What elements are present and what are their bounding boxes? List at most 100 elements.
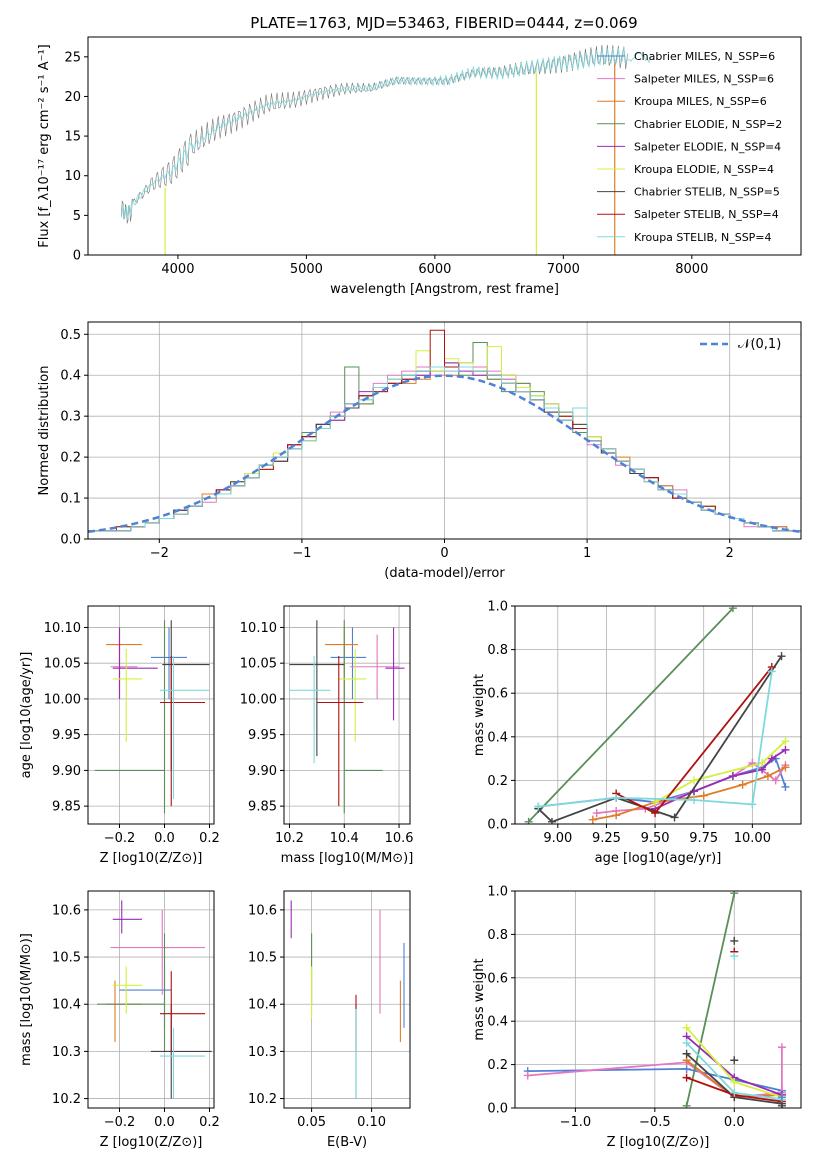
y-axis-label: Normed distribution (37, 366, 52, 496)
weight-point (728, 606, 737, 613)
spectrum-panel: Chabrier MILES, N_SSP=6 Salpeter MILES, N… (37, 36, 802, 297)
weight-point (767, 754, 776, 763)
x-tick-label: 10.4 (330, 831, 359, 846)
weight-point (592, 809, 601, 818)
y-tick-label: 10 (64, 169, 81, 184)
y-tick-label: 9.85 (248, 800, 277, 815)
y-tick-label: 0.6 (487, 687, 508, 702)
weight-point (781, 763, 790, 772)
y-tick-label: 9.95 (52, 728, 81, 743)
weight-series-line (685, 893, 736, 1106)
y-tick-label: 9.90 (52, 764, 81, 779)
x-tick-label: 0.2 (199, 831, 220, 846)
y-axis-label: age [log10(age/yr)] (19, 652, 34, 779)
weight-point (763, 772, 772, 781)
x-tick-label: 9.50 (641, 831, 670, 846)
axes-frame (514, 605, 802, 825)
plot-area (289, 620, 405, 814)
y-tick-label: 10.6 (248, 903, 277, 918)
y-tick-label: 10.2 (52, 1092, 81, 1107)
y-tick-label: 0.5 (60, 328, 81, 343)
y-axis-label: mass weight (472, 958, 487, 1040)
y-tick-label: 25 (64, 50, 81, 65)
weight-point (781, 745, 790, 754)
x-axis-label: (data-model)/error (384, 566, 505, 581)
y-tick-label: 0.4 (487, 1015, 508, 1030)
x-tick-label: −0.2 (104, 831, 136, 846)
y-tick-label: 0.0 (60, 533, 81, 548)
figure-title: PLATE=1763, MJD=53463, FIBERID=0444, z=0… (250, 14, 637, 32)
x-tick-label: 0.2 (199, 1115, 220, 1130)
y-tick-label: 0.4 (60, 369, 81, 384)
y-axis-label: Flux [f_λ10⁻¹⁷ erg cm⁻² s⁻¹ A⁻¹] (37, 44, 52, 248)
age-vs-metallicity-panel: −0.2 0.0 0.2 9.85 9.90 9.95 10.00 10.05 10.10 Z [… (19, 605, 220, 866)
weight-point (730, 1088, 739, 1097)
y-tick-label: 0 (73, 249, 81, 264)
legend-label: Chabrier ELODIE, N_SSP=2 (634, 118, 782, 131)
weight-point (730, 936, 739, 945)
weight-vs-metallicity-panel: −1.0 −0.5 0.0 0.0 0.2 0.4 0.6 0.8 1.0 Z [log10(Z/… (472, 885, 802, 1150)
y-tick-label: 0.2 (487, 774, 508, 789)
plot-area (523, 891, 786, 1108)
y-tick-label: 10.10 (44, 621, 81, 636)
x-tick-label: 10.00 (734, 831, 771, 846)
y-tick-label: 10.6 (52, 903, 81, 918)
x-axis-label: E(B-V) (327, 1135, 367, 1150)
y-tick-label: 0.2 (487, 1058, 508, 1073)
legend-label: 𝒩(0,1) (738, 337, 781, 352)
y-tick-label: 0.0 (487, 1102, 508, 1117)
y-tick-label: 10.3 (248, 1045, 277, 1060)
axes-frame (283, 890, 411, 1109)
y-tick-label: 10.05 (240, 657, 277, 672)
weight-point (651, 809, 660, 818)
legend-label: Chabrier STELIB, N_SSP=5 (634, 186, 780, 199)
legend-label: Kroupa ELODIE, N_SSP=4 (634, 163, 774, 176)
plot-area (88, 329, 801, 534)
y-tick-label: 0.8 (487, 928, 508, 943)
weight-point (730, 952, 739, 961)
age-vs-mass-panel: 10.2 10.4 10.6 9.85 9.90 9.95 10.00 10.05 10.10 m… (240, 605, 414, 866)
weight-point (682, 1049, 691, 1058)
y-axis-label: mass [log10(M/M⊙)] (19, 933, 34, 1066)
weight-point (771, 776, 780, 785)
legend-label: Salpeter ELODIE, N_SSP=4 (634, 140, 781, 153)
x-tick-label: 1 (583, 546, 591, 561)
weight-series-line (654, 749, 786, 810)
x-tick-label: 2 (726, 546, 734, 561)
plot-area (94, 620, 210, 814)
y-tick-label: 15 (64, 130, 81, 145)
legend-label: Salpeter STELIB, N_SSP=4 (634, 208, 779, 221)
weight-point (781, 737, 790, 746)
x-tick-label: −0.2 (104, 1115, 136, 1130)
x-tick-label: −2 (150, 546, 169, 561)
weight-point (670, 813, 679, 822)
legend-label: Chabrier MILES, N_SSP=6 (634, 50, 775, 63)
weight-point (523, 1071, 532, 1080)
y-tick-label: 10.10 (240, 621, 277, 636)
x-axis-label: wavelength [Angstrom, rest frame] (330, 282, 559, 297)
y-tick-label: 10.2 (248, 1092, 277, 1107)
y-tick-label: 20 (64, 90, 81, 105)
plot-area (121, 44, 652, 255)
legend-label: Salpeter MILES, N_SSP=6 (634, 73, 774, 86)
mass-vs-reddening-panel: 0.05 0.10 10.2 10.3 10.4 10.5 10.6 E(B-V) (248, 890, 411, 1150)
y-tick-label: 9.85 (52, 800, 81, 815)
x-tick-label: 10.2 (275, 831, 304, 846)
x-tick-label: 0.10 (357, 1115, 386, 1130)
x-axis-label: mass [log10(M/M⊙)] (281, 851, 414, 866)
y-tick-label: 9.95 (248, 728, 277, 743)
weight-point (738, 780, 747, 789)
x-tick-label: 5000 (290, 262, 323, 277)
x-tick-label: 0.0 (154, 831, 175, 846)
weight-point (730, 1077, 739, 1086)
weight-series-line (654, 740, 787, 803)
x-tick-label: 8000 (675, 262, 708, 277)
histogram-series (88, 329, 801, 532)
y-tick-label: 0.8 (487, 643, 508, 658)
weight-point (547, 817, 556, 824)
x-tick-label: 9.00 (543, 831, 572, 846)
x-tick-label: −0.5 (639, 1115, 671, 1130)
plot-area (290, 900, 405, 1099)
weight-point (612, 793, 621, 802)
